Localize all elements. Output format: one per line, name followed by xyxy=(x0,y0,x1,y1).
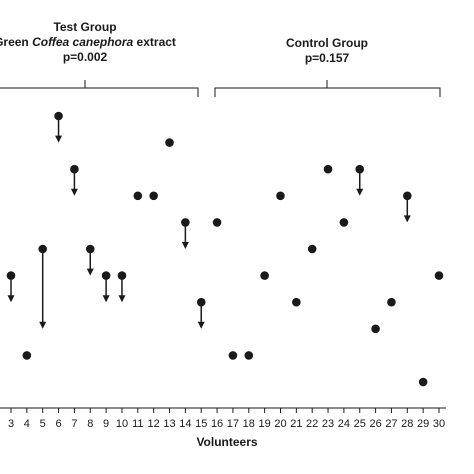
data-point xyxy=(133,191,143,201)
group-bracket xyxy=(0,80,199,97)
data-point xyxy=(101,271,111,280)
data-point xyxy=(38,244,48,254)
data-point xyxy=(307,244,317,254)
data-point xyxy=(371,324,380,334)
data-point xyxy=(212,218,222,227)
data-point xyxy=(402,191,412,201)
data-point xyxy=(22,351,32,360)
x-tick-label: 24 xyxy=(338,418,350,430)
x-tick-label: 12 xyxy=(148,418,160,430)
x-tick-label: 27 xyxy=(385,418,397,430)
group-label: p=0.157 xyxy=(305,51,350,65)
group-label: Test Group xyxy=(53,20,116,34)
x-tick-label: 9 xyxy=(103,418,109,430)
data-point xyxy=(165,138,174,147)
data-point xyxy=(434,271,444,280)
x-tick-label: 6 xyxy=(55,418,61,430)
x-tick-label: 20 xyxy=(274,418,286,430)
data-point xyxy=(355,164,365,174)
arrow-head xyxy=(197,321,205,329)
data-point xyxy=(54,111,63,121)
x-tick-label: 23 xyxy=(322,418,334,430)
data-point xyxy=(181,218,190,227)
arrow-head xyxy=(39,321,47,329)
arrow-head xyxy=(86,268,94,276)
x-tick-label: 4 xyxy=(24,418,30,430)
x-tick-label: 18 xyxy=(243,418,255,430)
group-label-part: extract xyxy=(133,35,176,49)
arrow-head xyxy=(356,188,364,196)
x-tick-label: 14 xyxy=(179,418,191,430)
arrow-head xyxy=(7,295,15,303)
arrow-head xyxy=(403,215,411,223)
x-tick-label: 26 xyxy=(369,418,381,430)
data-point xyxy=(387,297,396,307)
group-label: p=0.002 xyxy=(63,50,108,64)
arrow-head xyxy=(70,188,78,196)
group-label-part: Coffea canephora xyxy=(32,35,133,49)
x-tick-label: 17 xyxy=(227,418,239,430)
data-point xyxy=(117,271,127,280)
x-tick-label: 22 xyxy=(306,418,318,430)
group-label-part: Green xyxy=(0,35,32,49)
x-axis-label: Volunteers xyxy=(196,435,257,449)
data-point xyxy=(244,351,254,360)
x-tick-label: 29 xyxy=(417,418,429,430)
x-tick-label: 16 xyxy=(211,418,223,430)
data-point xyxy=(85,244,95,254)
data-point xyxy=(196,297,206,307)
x-tick-label: 28 xyxy=(401,418,413,430)
data-point xyxy=(228,351,238,360)
x-tick-label: 10 xyxy=(116,418,128,430)
x-tick-label: 5 xyxy=(40,418,46,430)
x-tick-label: 15 xyxy=(195,418,207,430)
x-tick-label: 13 xyxy=(163,418,175,430)
x-tick-label: 30 xyxy=(433,418,445,430)
arrow-head xyxy=(181,242,189,249)
data-point xyxy=(323,164,333,174)
group-label: Green Coffea canephora extract xyxy=(0,35,176,49)
data-point xyxy=(260,271,269,280)
data-point xyxy=(6,271,16,280)
data-point xyxy=(292,297,301,307)
group-label: Control Group xyxy=(286,36,368,50)
group-bracket xyxy=(214,80,441,97)
x-tick-label: 19 xyxy=(259,418,271,430)
arrow-head xyxy=(55,135,63,143)
arrow-head xyxy=(102,295,110,303)
data-point xyxy=(149,191,158,201)
data-point xyxy=(276,191,285,201)
x-tick-label: 21 xyxy=(290,418,302,430)
x-tick-label: 7 xyxy=(71,418,77,430)
x-tick-label: 11 xyxy=(132,418,143,430)
x-tick-label: 8 xyxy=(87,418,93,430)
data-point xyxy=(339,218,349,227)
data-point xyxy=(70,164,79,174)
x-tick-label: 3 xyxy=(8,418,14,430)
data-point xyxy=(418,377,428,387)
arrow-head xyxy=(118,295,126,303)
x-tick-label: 25 xyxy=(354,418,366,430)
